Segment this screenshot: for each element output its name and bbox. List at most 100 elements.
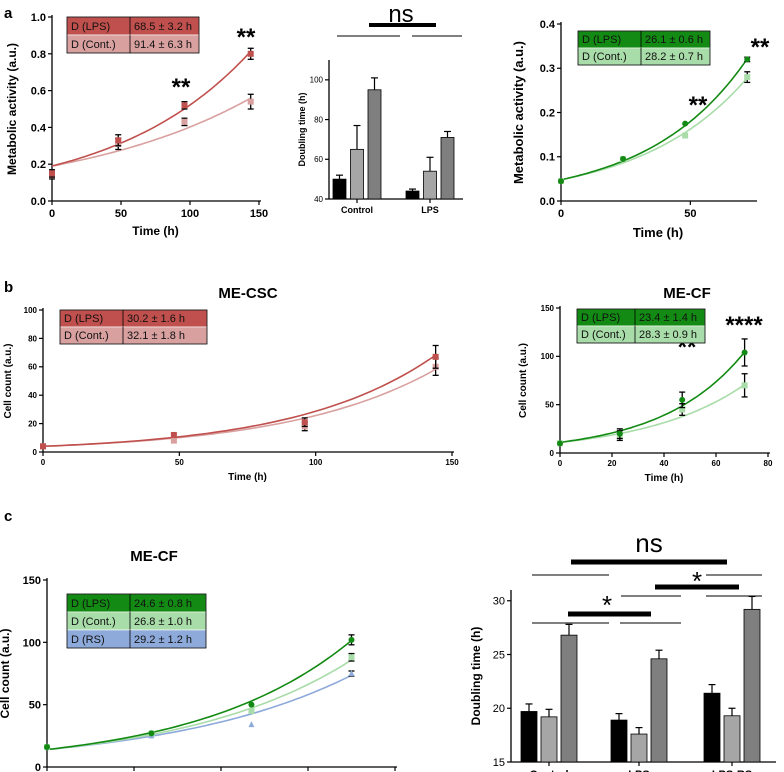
- data-point: [44, 744, 50, 751]
- legend-label: D (Cont.): [64, 330, 109, 342]
- panel-a-right-chart: 0 50 0.0 0.1 0.2 0.3 0.4 Time (h) Metabolic acti…: [511, 19, 770, 240]
- x-tick-label: 60: [712, 459, 721, 468]
- significance-marker: ns: [635, 528, 662, 558]
- y-tick-label: 0: [550, 449, 555, 458]
- y-axis-label: Cell count (a.u.): [3, 344, 14, 419]
- x-tick-label: 150: [445, 458, 459, 467]
- data-point: [744, 74, 751, 81]
- y-tick-label: 150: [541, 304, 555, 313]
- data-point: [682, 120, 689, 127]
- chart-title: ME-CSC: [218, 285, 277, 302]
- bar: [610, 719, 628, 763]
- legend-value: 91.4 ± 6.3 h: [134, 39, 192, 51]
- legend-value: 28.2 ± 0.7 h: [645, 51, 703, 63]
- legend-value: 26.1 ± 0.6 h: [645, 34, 703, 46]
- data-point: [170, 437, 177, 444]
- legend-label: D (Cont.): [582, 51, 627, 63]
- legend-value: 28.3 ± 0.9 h: [639, 329, 697, 341]
- legend-label: D (Cont.): [71, 39, 116, 51]
- bar: [630, 733, 648, 763]
- significance-marker: ns: [388, 1, 413, 28]
- significance-marker: **: [689, 92, 708, 119]
- y-tick-label: 100: [24, 306, 38, 315]
- data-point: [247, 98, 254, 105]
- legend-label: D (LPS): [581, 312, 620, 324]
- y-tick-label: 80: [28, 334, 37, 343]
- y-tick-label: 40: [28, 391, 37, 400]
- y-tick-label: 20: [28, 419, 37, 428]
- panel-letter: a: [4, 5, 13, 22]
- legend-value: 24.6 ± 0.8 h: [134, 598, 192, 610]
- panel-letter: b: [4, 279, 13, 296]
- panel-b-right-chart: 0 20 40 60 80 0 50 100 150 Time (h) Cell count (a.…: [518, 285, 773, 484]
- data-point: [40, 443, 46, 450]
- x-tick-label: 150: [250, 208, 268, 220]
- x-tick-label: 100: [181, 208, 199, 220]
- bar: [367, 89, 382, 200]
- y-tick-label: 0.4: [540, 19, 556, 31]
- panel-letter: c: [4, 508, 12, 525]
- bar: [440, 137, 455, 200]
- bar: [723, 715, 741, 763]
- data-point: [558, 178, 564, 185]
- y-tick-label: 40: [314, 195, 323, 204]
- fit-curve: [559, 384, 746, 444]
- y-tick-label: 100: [23, 637, 41, 649]
- x-tick-label: 50: [684, 208, 696, 220]
- x-tick-label: 50: [115, 208, 127, 220]
- legend-border: [66, 16, 200, 54]
- bar: [560, 634, 578, 763]
- data-point: [247, 50, 254, 57]
- data-point: [682, 132, 689, 139]
- bar: [703, 692, 721, 763]
- y-tick-label: 50: [29, 700, 41, 712]
- data-point: [679, 406, 686, 413]
- data-point: [348, 670, 355, 676]
- y-tick-label: 1.0: [31, 12, 46, 24]
- panel-letters: a b c: [4, 5, 13, 525]
- data-point: [744, 56, 751, 63]
- bar: [350, 148, 364, 200]
- y-tick-label: 60: [314, 155, 323, 164]
- chart-title: ME-CF: [130, 548, 178, 565]
- data-point: [115, 137, 122, 144]
- fit-curve: [51, 50, 252, 167]
- significance-marker: **: [751, 34, 770, 61]
- y-tick-label: 100: [310, 76, 324, 85]
- legend-label: D (LPS): [71, 598, 110, 610]
- x-axis-label: Time (h): [132, 224, 178, 238]
- y-tick-label: 0.6: [31, 86, 46, 98]
- x-tick-label: 0: [558, 208, 564, 220]
- y-tick-label: 20: [493, 703, 505, 715]
- y-tick-label: 60: [28, 363, 37, 372]
- data-point: [741, 382, 748, 389]
- data-point: [181, 102, 188, 109]
- data-point: [432, 353, 439, 360]
- legend-label: D (LPS): [71, 21, 110, 33]
- legend-value: 26.8 ± 1.0 h: [134, 616, 192, 628]
- fit-curve: [51, 97, 252, 167]
- data-point: [248, 707, 255, 714]
- x-tick-label: 80: [764, 459, 773, 468]
- bar: [405, 190, 420, 200]
- y-axis-label: Doubling time (h): [297, 93, 307, 167]
- category-label: Control: [341, 205, 373, 215]
- bar: [423, 170, 437, 200]
- fit-curve: [42, 354, 437, 448]
- data-point: [348, 654, 355, 661]
- y-tick-label: 80: [314, 115, 323, 124]
- legend-value: 68.5 ± 3.2 h: [134, 21, 192, 33]
- fit-curve: [560, 58, 748, 181]
- x-tick-label: 0: [41, 458, 46, 467]
- legend-border: [59, 309, 208, 345]
- y-tick-label: 0.0: [31, 196, 46, 208]
- chart-title: ME-CF: [663, 285, 711, 302]
- y-axis-label: Cell count (a.u.): [518, 343, 529, 418]
- x-axis-label: Time (h): [633, 225, 683, 240]
- data-point: [301, 419, 308, 426]
- legend-value: 32.1 ± 1.8 h: [127, 330, 185, 342]
- data-point: [741, 349, 748, 356]
- category-label: LPS-RS: [712, 769, 752, 772]
- y-axis-label: Metabolic activity (a.u.): [5, 43, 19, 175]
